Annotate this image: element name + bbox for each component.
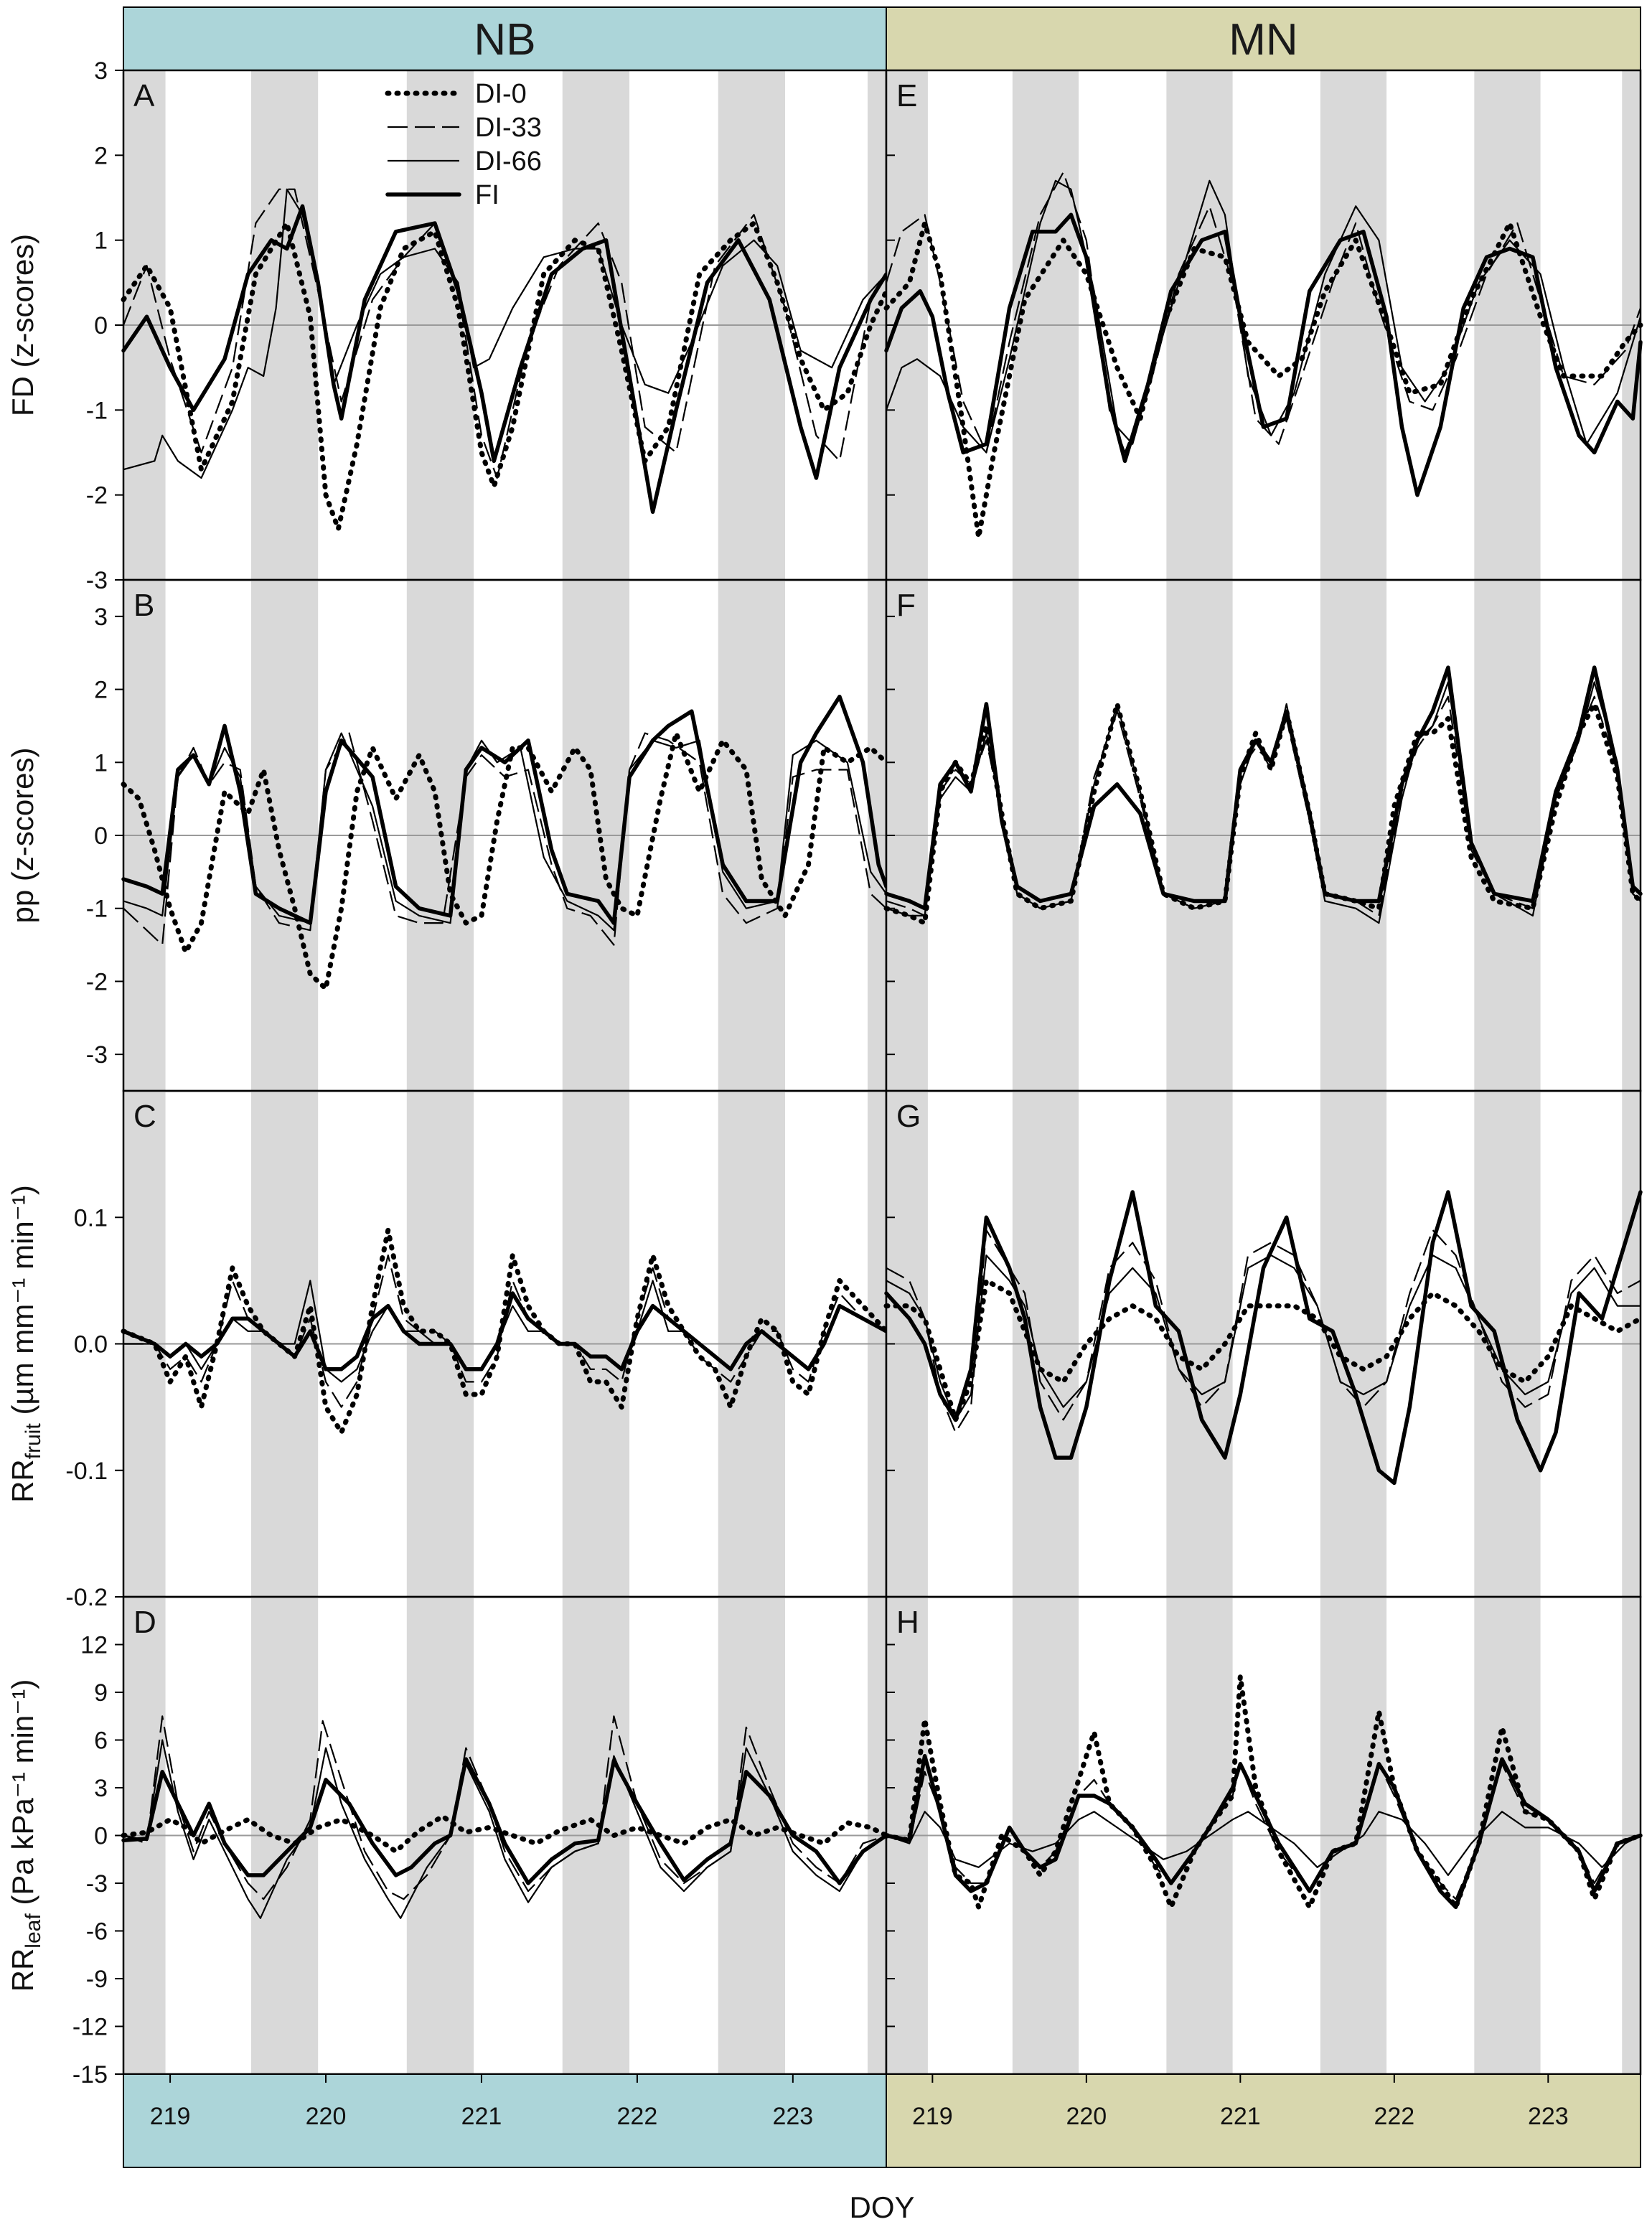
y-tick-label: -9: [86, 1966, 108, 1993]
series-line-di-66: [886, 681, 1641, 924]
series-line-fi: [884, 1753, 1643, 1910]
series-line-fi: [121, 204, 888, 515]
x-axis-title: DOY: [849, 2190, 914, 2224]
y-tick-label: 12: [80, 1632, 108, 1659]
legend-label: DI-33: [475, 113, 542, 143]
panel-letter: F: [896, 588, 916, 623]
y-tick-label: 0.1: [74, 1204, 108, 1232]
y-tick-label: 1: [94, 749, 108, 777]
panel-letter: A: [133, 78, 155, 113]
series-line-fi: [884, 212, 1643, 497]
column-header-mn: MN: [1229, 15, 1297, 65]
y-tick-label: 2: [94, 677, 108, 704]
panel-e: E: [883, 69, 1643, 581]
panel-letter: D: [133, 1605, 156, 1640]
series-line-fi: [121, 1291, 888, 1371]
y-axis-title: RRfruit (µm mm⁻¹ min⁻¹): [6, 1185, 45, 1503]
panel-b: B3 2 1 0 -1 -2 -3: [86, 578, 889, 1092]
y-axis-title-3: RRleaf (Pa kPa⁻¹ min⁻¹): [6, 1679, 45, 1992]
x-tick-label: 220: [306, 2103, 347, 2130]
series-line-di-66: [123, 732, 887, 932]
y-tick-label: -2: [86, 482, 108, 510]
panel-letter: G: [896, 1099, 921, 1134]
panel-g: G: [883, 1089, 1643, 1598]
y-tick-label: 6: [94, 1727, 108, 1755]
panel-a: A3 2 1 0 -1 -2 -3: [86, 57, 889, 594]
series-line-fi: [121, 694, 888, 925]
panel-c: C 0.1 0.0 -0.1 -0.2: [65, 1089, 889, 1611]
panel-h: H: [883, 1595, 1643, 2076]
y-tick-label: 2: [94, 142, 108, 169]
series-line-di-66: [123, 1739, 887, 1919]
panel-letter: E: [896, 78, 917, 113]
y-tick-label: 3: [94, 604, 108, 631]
y-tick-label: 9: [94, 1679, 108, 1707]
footer-mn-bg: [886, 2073, 1641, 2168]
y-axis-title-2: RRfruit (µm mm⁻¹ min⁻¹): [6, 1185, 45, 1503]
panel-f: F: [883, 578, 1643, 1092]
x-tick-label: 221: [1220, 2103, 1261, 2130]
y-tick-label: 3: [94, 1775, 108, 1802]
y-tick-label: -6: [86, 1918, 108, 1946]
y-tick-label: 0.0: [74, 1331, 108, 1359]
x-tick-label: 222: [617, 2103, 658, 2130]
y-tick-label: -15: [72, 2061, 108, 2088]
series-line-fi: [121, 1757, 888, 1885]
y-axis-title: pp (z-scores): [6, 747, 39, 923]
x-tick-label: 223: [772, 2103, 813, 2130]
y-tick-label: -1: [86, 896, 108, 923]
y-axis-title: FD (z-scores): [6, 234, 39, 416]
legend-label: DI-0: [475, 79, 527, 109]
y-axis-title-1: pp (z-scores): [6, 747, 39, 923]
x-tick-label: 219: [912, 2103, 953, 2130]
x-tick-label: 219: [150, 2103, 191, 2130]
x-tick-label: 221: [461, 2103, 502, 2130]
y-axis-title-0: FD (z-scores): [6, 234, 39, 416]
y-tick-label: 0: [94, 1823, 108, 1850]
x-tick-label: 222: [1374, 2103, 1414, 2130]
y-tick-label: 1: [94, 228, 108, 255]
series-line-di-33: [123, 732, 887, 946]
y-tick-label: 0: [94, 822, 108, 850]
panel-letter: H: [896, 1605, 919, 1640]
series-line-di-66: [123, 188, 887, 479]
series-line-fi: [884, 665, 1643, 911]
y-axis-title: RRleaf (Pa kPa⁻¹ min⁻¹): [6, 1679, 45, 1992]
y-tick-label: -0.1: [65, 1458, 108, 1485]
series-line-di-0: [121, 1814, 889, 1854]
y-tick-label: -3: [86, 567, 108, 594]
y-tick-label: -12: [72, 2014, 108, 2041]
x-tick-label: 223: [1528, 2103, 1569, 2130]
y-tick-label: -0.2: [65, 1584, 108, 1611]
column-header-nb-bg: [123, 6, 887, 71]
series-line-fi: [884, 1190, 1643, 1486]
footer-nb-bg: [123, 2073, 887, 2168]
x-tick-label: 220: [1066, 2103, 1107, 2130]
y-tick-label: 3: [94, 57, 108, 85]
panel-d: D 12 9 6 3 0 -3 -6 -9 -12 -15: [72, 1595, 889, 2088]
series-line-di-0: [121, 731, 889, 992]
y-tick-label: -3: [86, 1870, 108, 1898]
legend-label: DI-66: [475, 146, 542, 177]
panel-letter: B: [133, 588, 154, 623]
y-tick-label: 0: [94, 312, 108, 339]
y-tick-label: -3: [86, 1041, 108, 1069]
column-header-mn-bg: [886, 6, 1641, 71]
legend-label: FI: [475, 180, 499, 210]
y-tick-label: -2: [86, 968, 108, 995]
panel-letter: C: [133, 1099, 156, 1134]
y-tick-label: -1: [86, 397, 108, 424]
column-header-nb: NB: [474, 15, 535, 65]
